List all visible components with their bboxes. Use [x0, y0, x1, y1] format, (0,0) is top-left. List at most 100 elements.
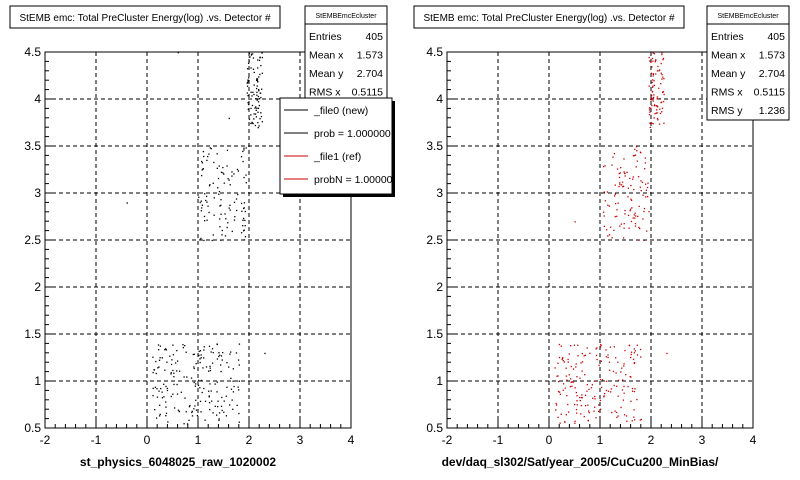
data-point [218, 419, 220, 421]
data-point [174, 362, 177, 364]
data-point [231, 175, 233, 177]
data-point [229, 209, 231, 211]
data-point [209, 365, 211, 367]
data-point [614, 184, 616, 186]
data-point [626, 420, 628, 422]
stats-value: 0.5115 [352, 87, 383, 99]
data-point [201, 207, 203, 209]
y-tick-label: 1 [34, 374, 41, 388]
data-point [649, 126, 651, 129]
x-axis-label: st_physics_6048025_raw_1020002 [80, 455, 276, 469]
data-point [176, 393, 179, 395]
data-point [177, 409, 180, 411]
data-point [219, 218, 221, 220]
data-point [561, 357, 564, 360]
data-point [253, 71, 255, 74]
data-point [237, 359, 240, 361]
data-point [595, 348, 597, 350]
data-point [596, 347, 598, 349]
data-point [560, 345, 563, 347]
data-point [220, 171, 223, 174]
data-point [257, 126, 259, 129]
data-point [244, 225, 246, 227]
data-point [165, 349, 168, 351]
data-point [208, 211, 210, 214]
data-point [160, 387, 162, 390]
data-point [599, 399, 602, 402]
data-point [222, 172, 224, 174]
data-point [558, 356, 561, 359]
data-point [176, 383, 178, 386]
data-point [635, 166, 637, 168]
data-point [243, 217, 245, 220]
data-point [627, 214, 630, 217]
data-point [235, 209, 238, 212]
data-point [652, 73, 655, 76]
data-point [166, 389, 169, 392]
data-point [555, 402, 557, 405]
x-axis-label: dev/daq_sl302/Sat/year_2005/CuCu200_MinB… [442, 455, 719, 469]
data-point [243, 230, 245, 232]
data-point [163, 396, 165, 398]
data-point [622, 186, 624, 188]
data-point [256, 85, 258, 87]
data-point [231, 399, 233, 401]
data-point [200, 200, 202, 202]
data-point [214, 383, 216, 385]
data-point [152, 387, 154, 390]
data-point [228, 117, 230, 120]
data-point [655, 73, 657, 75]
stats-label: Entries [309, 31, 342, 43]
stats-label: RMS x [711, 87, 743, 99]
data-point [158, 366, 160, 368]
data-point [574, 403, 576, 406]
data-point [157, 344, 160, 346]
data-point [631, 207, 633, 209]
data-point [632, 178, 634, 180]
data-point [188, 406, 191, 408]
data-point [254, 107, 256, 109]
data-point [199, 201, 201, 204]
data-point [252, 57, 255, 59]
legend-label: prob = 1.000000 [314, 128, 391, 140]
data-point [205, 195, 208, 198]
data-point [194, 385, 196, 387]
data-point [250, 122, 252, 125]
data-point [563, 361, 566, 363]
data-point [583, 355, 585, 357]
data-point [260, 88, 263, 90]
data-point [628, 227, 630, 229]
data-point [586, 347, 588, 349]
data-point [579, 399, 581, 402]
data-point [644, 183, 647, 185]
data-point [583, 415, 585, 418]
data-point [623, 365, 625, 367]
data-point [225, 218, 227, 220]
data-point [233, 385, 235, 388]
data-point [613, 195, 616, 197]
data-point [607, 204, 609, 206]
data-point [242, 150, 244, 153]
data-point [602, 165, 605, 168]
data-point [226, 165, 228, 167]
data-point [619, 182, 621, 184]
data-point [660, 62, 662, 65]
stats-label: Mean x [711, 50, 746, 62]
data-point [653, 104, 656, 106]
data-point [642, 218, 644, 220]
y-tick-label: 1.5 [426, 327, 443, 341]
data-point [580, 413, 582, 415]
data-point [568, 374, 570, 376]
data-point [631, 420, 633, 422]
data-point [616, 416, 618, 419]
data-point [559, 393, 562, 395]
data-point [555, 409, 557, 411]
data-point [228, 179, 230, 181]
data-point [236, 404, 238, 407]
data-point [258, 76, 260, 78]
data-point [636, 354, 639, 356]
data-point [163, 383, 165, 385]
data-point [649, 122, 651, 124]
data-point [619, 172, 621, 174]
data-point [623, 414, 626, 416]
